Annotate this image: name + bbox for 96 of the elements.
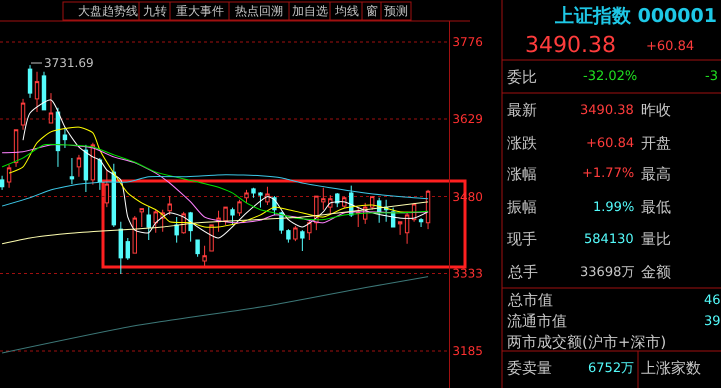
candlestick xyxy=(202,245,207,266)
candlestick xyxy=(84,144,88,192)
text: 6752万 xyxy=(588,361,634,376)
candlestick xyxy=(70,157,74,185)
text: 委比 xyxy=(507,68,537,86)
text: 上证指数 000001 xyxy=(554,5,717,27)
candlestick xyxy=(251,187,256,198)
text: 46 xyxy=(704,293,721,308)
candlestick xyxy=(237,199,242,216)
candlestick xyxy=(174,216,179,244)
text: +60.84 xyxy=(646,39,694,54)
text: 3490.38 xyxy=(525,33,616,58)
text: 上涨家数 xyxy=(641,359,701,377)
text: -32.02% xyxy=(583,69,638,84)
candlestick xyxy=(48,92,54,124)
line-series xyxy=(2,276,429,354)
candlestick xyxy=(230,207,235,226)
candlestick xyxy=(140,208,144,228)
text: 涨幅 xyxy=(507,165,537,183)
text: 金额 xyxy=(641,263,671,281)
text: 最新 xyxy=(507,101,537,119)
text: 振幅 xyxy=(507,198,537,216)
text: 重大事件 xyxy=(176,4,224,18)
candlestick xyxy=(258,191,263,208)
text: 九转 xyxy=(143,4,167,18)
text: 最低 xyxy=(641,198,671,216)
candlestick xyxy=(132,216,137,254)
text: 窗 xyxy=(366,4,378,18)
candlestick xyxy=(293,225,298,242)
candlestick xyxy=(104,170,110,208)
text: 最高 xyxy=(641,165,671,183)
text: 3490.38 xyxy=(580,103,634,118)
text: 39 xyxy=(704,314,721,329)
text: +1.77% xyxy=(582,166,634,181)
candlestick xyxy=(0,175,4,190)
candlestick xyxy=(14,129,18,168)
text: 加自选 xyxy=(292,4,328,18)
annotation: 3731.69 xyxy=(44,56,94,70)
text: 大盘趋势线 xyxy=(78,4,138,18)
y-tick-label: 3776 xyxy=(452,35,483,50)
candlestick xyxy=(118,221,124,275)
text: 流通市值 xyxy=(507,312,567,330)
candlestick xyxy=(300,230,305,252)
candlestick xyxy=(265,186,270,206)
text: 均线 xyxy=(334,4,359,18)
text: 总市值 xyxy=(507,291,553,309)
line-series xyxy=(2,201,429,244)
candlestick xyxy=(167,196,172,216)
text: 预测 xyxy=(384,4,408,18)
candlestick xyxy=(62,126,68,149)
candlestick xyxy=(335,192,340,208)
candlestick xyxy=(398,221,402,236)
text: 现手 xyxy=(507,230,537,248)
text: 33698万 xyxy=(580,265,634,280)
candlestick xyxy=(126,237,130,260)
candlestick xyxy=(20,98,26,130)
candlestick xyxy=(321,187,326,210)
y-tick-label: 3629 xyxy=(452,112,483,126)
text: -3 xyxy=(705,69,718,84)
candlestick xyxy=(90,142,96,186)
candlestick xyxy=(307,219,312,241)
line-series xyxy=(22,99,429,238)
text: 开盘 xyxy=(641,134,671,152)
candlestick xyxy=(34,71,40,112)
y-tick-label: 3333 xyxy=(452,266,483,281)
candlestick xyxy=(146,206,151,241)
candlestick xyxy=(154,209,158,234)
text: +60.84 xyxy=(586,136,634,151)
text: 昨收 xyxy=(641,101,671,119)
candlestick xyxy=(209,224,214,252)
candlestick xyxy=(98,157,102,190)
candlestick xyxy=(223,206,228,226)
candlestick xyxy=(328,194,332,216)
candlestick xyxy=(404,211,410,244)
text: 热点回溯 xyxy=(235,4,283,18)
line-series xyxy=(2,174,429,207)
candlestick xyxy=(195,240,200,258)
candlestick xyxy=(244,189,249,204)
candlestick xyxy=(418,218,424,228)
candlestick xyxy=(286,228,291,244)
candlestick xyxy=(370,196,374,210)
candlestick xyxy=(28,64,32,98)
text: 量比 xyxy=(641,230,671,248)
text: 584130 xyxy=(584,232,634,247)
candlestick xyxy=(342,196,346,208)
candlestick xyxy=(76,154,82,178)
candlestick xyxy=(426,189,430,230)
y-tick-label: 3185 xyxy=(452,344,483,358)
candlestick xyxy=(112,163,116,228)
text: 两市成交额(沪市+深市) xyxy=(507,333,666,351)
text: 委卖量 xyxy=(507,359,552,377)
text: 总手 xyxy=(507,263,538,281)
text: 涨跌 xyxy=(507,134,537,152)
candlestick xyxy=(6,164,12,188)
candlestick xyxy=(356,207,360,228)
text: 1.99% xyxy=(593,200,634,215)
